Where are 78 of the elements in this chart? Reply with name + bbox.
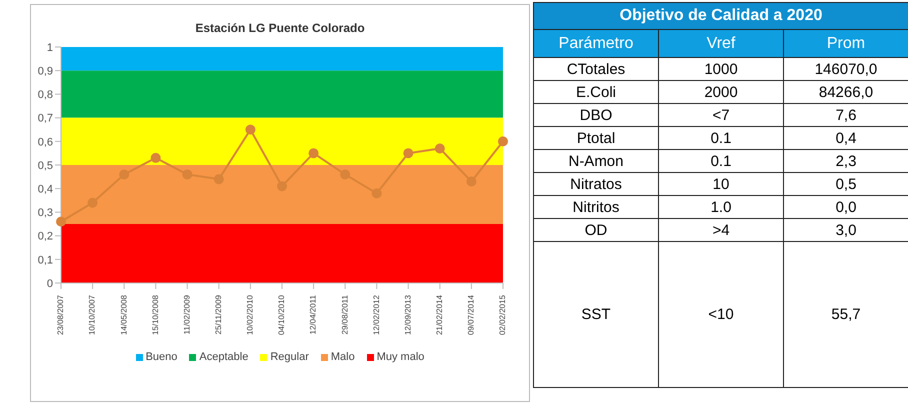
point	[150, 152, 161, 163]
point	[56, 216, 66, 227]
text: 0,5	[784, 172, 908, 196]
text: 1.0	[658, 196, 784, 218]
point	[182, 169, 192, 180]
text: DBO	[534, 104, 658, 126]
y-tick-label: 0,5	[38, 160, 53, 172]
x-tick-label: 25/11/2009	[214, 294, 223, 334]
text: <10	[658, 242, 784, 388]
y-tick-label: 0,7	[38, 112, 53, 125]
point	[340, 169, 350, 180]
point	[403, 148, 414, 158]
point	[308, 148, 319, 158]
x-tick-label: 02/02/2015	[498, 294, 508, 336]
y-tick-label: 1	[46, 42, 53, 54]
text: N-Amon	[534, 150, 658, 172]
text: 0,0	[784, 196, 908, 218]
text: 10	[658, 172, 784, 196]
y-tick-label: 0	[46, 278, 53, 290]
legend-label: Aceptable	[198, 351, 248, 363]
legend-label: Bueno	[144, 351, 178, 363]
y-tick-label: 0,8	[38, 89, 53, 102]
text: Nitritos	[534, 196, 658, 218]
x-tick-label: 23/08/2007	[56, 294, 66, 336]
y-tick-label: 0,2	[38, 230, 53, 243]
y-tick-label: 0,1	[38, 254, 53, 266]
point	[498, 136, 508, 146]
point	[277, 181, 287, 192]
text: Nitratos	[534, 172, 658, 196]
text: 2000	[658, 80, 784, 104]
point	[245, 124, 256, 135]
text: 55,7	[784, 242, 908, 388]
text: 7,6	[784, 104, 908, 126]
text: <7	[658, 104, 784, 126]
y-tick-label: 0,9	[38, 66, 53, 78]
x-tick-label: 11/02/2009	[182, 294, 192, 334]
text: 2,3	[784, 150, 908, 172]
legend-label: Regular	[269, 351, 309, 363]
text: 0,4	[784, 126, 908, 150]
text: Prom	[784, 30, 908, 58]
y-tick-label: 0,4	[38, 184, 53, 196]
x-tick-label: 12/09/2013	[403, 294, 412, 336]
x-tick-label: 12/02/2012	[372, 294, 381, 336]
text: 3,0	[784, 218, 908, 242]
legend-label: Malo	[330, 351, 355, 363]
point	[88, 198, 98, 208]
y-tick-label: 0,3	[38, 207, 53, 220]
x-tick-label: 10/02/2010	[246, 294, 255, 336]
text: 146070,0	[784, 58, 908, 80]
text: CTotales	[534, 58, 658, 80]
x-tick-label: 29/08/2011	[340, 294, 350, 334]
x-tick-label: 09/07/2014	[466, 294, 476, 336]
point	[466, 176, 476, 187]
text: 84266,0	[784, 80, 908, 104]
text: SST	[534, 242, 658, 388]
legend-label: Muy malo	[376, 351, 424, 363]
text: 0.1	[658, 150, 784, 172]
text: OD	[534, 218, 658, 242]
text: Parámetro	[534, 30, 658, 58]
text: >4	[658, 218, 784, 242]
text: 1000	[658, 58, 784, 80]
point	[214, 174, 224, 184]
text: Ptotal	[534, 126, 658, 150]
x-tick-label: 10/10/2007	[88, 294, 97, 336]
x-tick-label: 15/10/2008	[150, 294, 160, 336]
point	[372, 188, 382, 198]
text: 0.1	[658, 126, 784, 150]
point	[119, 169, 130, 180]
y-tick-label: 0,6	[38, 136, 53, 148]
x-tick-label: 14/05/2008	[119, 294, 128, 336]
x-tick-label: 12/04/2011	[308, 294, 318, 334]
chart-title: Estación LG Puente Colorado	[194, 21, 366, 35]
text: Vref	[658, 30, 784, 58]
x-tick-label: 04/10/2010	[277, 294, 286, 336]
text: Objetivo de Calidad a 2020	[534, 2, 908, 30]
point	[434, 143, 445, 154]
x-tick-label: 21/02/2014	[434, 294, 444, 336]
text: E.Coli	[534, 80, 658, 104]
